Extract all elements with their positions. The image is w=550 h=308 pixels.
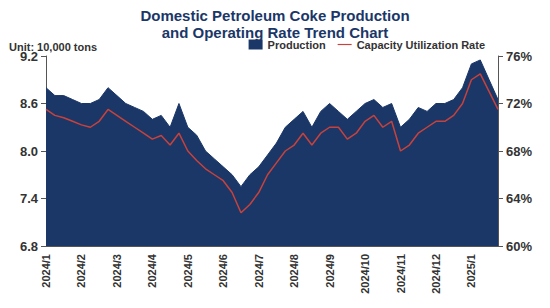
svg-text:2024/3: 2024/3 bbox=[111, 254, 123, 288]
svg-text:2024/7: 2024/7 bbox=[253, 254, 265, 288]
svg-text:Production: Production bbox=[267, 38, 326, 51]
svg-text:2024/2: 2024/2 bbox=[75, 254, 87, 288]
svg-text:Domestic Petroleum Coke Produc: Domestic Petroleum Coke Production bbox=[140, 7, 409, 24]
svg-text:6.8: 6.8 bbox=[20, 239, 38, 254]
svg-text:60%: 60% bbox=[506, 239, 532, 254]
svg-text:2024/8: 2024/8 bbox=[288, 254, 300, 288]
svg-text:2024/6: 2024/6 bbox=[217, 254, 229, 288]
svg-text:2024/11: 2024/11 bbox=[395, 254, 407, 293]
svg-text:2024/12: 2024/12 bbox=[430, 254, 442, 294]
svg-text:2024/4: 2024/4 bbox=[146, 253, 158, 288]
svg-text:64%: 64% bbox=[506, 191, 532, 206]
svg-text:2024/9: 2024/9 bbox=[324, 254, 336, 288]
svg-text:2024/1: 2024/1 bbox=[40, 254, 52, 288]
svg-text:7.4: 7.4 bbox=[20, 191, 39, 206]
svg-text:72%: 72% bbox=[506, 96, 532, 111]
svg-text:76%: 76% bbox=[506, 49, 532, 64]
svg-text:2024/10: 2024/10 bbox=[359, 254, 371, 294]
svg-text:2024/5: 2024/5 bbox=[182, 254, 194, 288]
svg-text:Capacity Utilization Rate: Capacity Utilization Rate bbox=[356, 38, 485, 51]
svg-text:2025/1: 2025/1 bbox=[465, 254, 477, 288]
svg-text:8.0: 8.0 bbox=[20, 144, 38, 159]
svg-text:8.6: 8.6 bbox=[20, 96, 38, 111]
svg-text:Unit: 10,000 tons: Unit: 10,000 tons bbox=[9, 41, 97, 53]
svg-text:9.2: 9.2 bbox=[19, 48, 38, 64]
svg-text:and Operating Rate Trend Chart: and Operating Rate Trend Chart bbox=[162, 24, 389, 41]
svg-text:68%: 68% bbox=[506, 144, 532, 159]
